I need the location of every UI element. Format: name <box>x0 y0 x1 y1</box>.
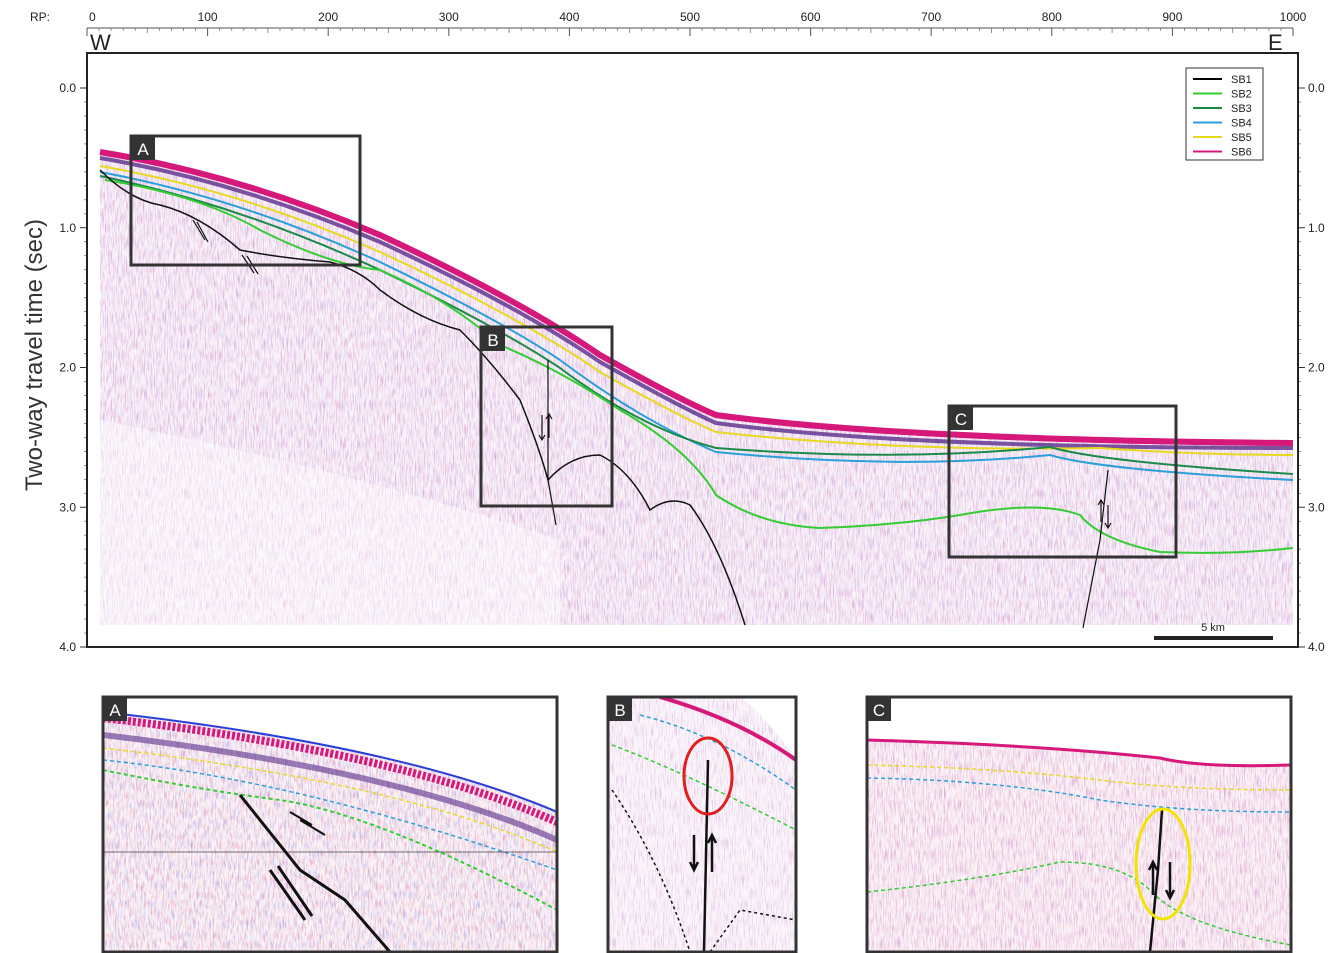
rp-tick-label: 500 <box>680 10 700 24</box>
inset-a-label: A <box>109 701 121 720</box>
rp-tick-label: 800 <box>1042 10 1062 24</box>
scale-bar-label: 5 km <box>1201 622 1225 634</box>
y-tick-label-left: 1.0 <box>59 221 76 235</box>
rp-axis: RP: 0 100 200 300 400 500 600 700 800 900 1000 <box>30 10 1307 36</box>
rp-tick-label: 200 <box>318 10 338 24</box>
horizon-sb2 <box>104 179 1294 554</box>
y-axis-title: Two-way travel time (sec) <box>21 219 48 491</box>
y-tick-label-right: 2.0 <box>1308 361 1325 375</box>
rp-tick-label: 900 <box>1162 10 1182 24</box>
box-c[interactable]: C <box>947 404 1178 559</box>
y-tick-label-right: 1.0 <box>1308 221 1325 235</box>
legend-label: SB5 <box>1231 132 1252 144</box>
rp-tick-label: 400 <box>559 10 579 24</box>
legend-label: SB2 <box>1231 89 1252 101</box>
fault-b <box>547 360 557 526</box>
highlight-ellipse-yellow <box>1134 807 1192 921</box>
legend-label: SB6 <box>1231 147 1252 159</box>
rp-tick-label: 0 <box>89 10 96 24</box>
scale-bar: 5 km <box>1154 622 1273 640</box>
inset-c: C <box>865 695 1293 953</box>
inset-b: B <box>606 695 798 953</box>
horizon-sb3 <box>99 175 1294 475</box>
y-tick-label-right: 4.0 <box>1308 640 1325 654</box>
y-tick-label-left: 0.0 <box>59 81 76 95</box>
y-axis-right: 0.0 1.0 2.0 3.0 4.0 <box>1298 81 1325 654</box>
rp-tick-label: 700 <box>921 10 941 24</box>
horizon-sb6 <box>99 153 1294 446</box>
horizon-sb4 <box>99 171 1294 481</box>
y-tick-label-right: 3.0 <box>1308 500 1325 514</box>
inset-c-label: C <box>873 701 885 720</box>
horizon-sb5 <box>99 165 1294 456</box>
east-label: E <box>1268 30 1283 55</box>
seismic-section: A B C SB1 SB2 SB3 SB4 SB5 SB6 5 km <box>86 52 1299 648</box>
legend-label: SB1 <box>1231 74 1252 86</box>
box-b[interactable]: B <box>479 325 614 508</box>
y-tick-label-left: 3.0 <box>59 500 76 514</box>
highlight-ellipse-red <box>682 736 734 816</box>
rp-tick-label: 100 <box>198 10 218 24</box>
rp-axis-prefix: RP: <box>30 10 50 24</box>
y-tick-label-left: 2.0 <box>59 361 76 375</box>
legend-label: SB4 <box>1231 118 1252 130</box>
rp-tick-label: 1000 <box>1280 10 1307 24</box>
west-label: W <box>90 30 111 55</box>
legend-label: SB3 <box>1231 103 1252 115</box>
y-axis-left: 0.0 1.0 2.0 3.0 4.0 <box>59 81 87 654</box>
seafloor-band <box>99 149 1294 446</box>
legend: SB1 SB2 SB3 SB4 SB5 SB6 <box>1185 67 1264 161</box>
rp-tick-label: 300 <box>439 10 459 24</box>
fault-c <box>1082 469 1109 629</box>
rp-tick-label: 600 <box>801 10 821 24</box>
horizon-sb1 <box>99 169 746 626</box>
box-a-label: A <box>137 140 149 159</box>
box-c-label: C <box>955 410 967 429</box>
box-b-label: B <box>487 331 498 350</box>
inset-b-label: B <box>614 701 625 720</box>
inset-a: A <box>101 695 559 953</box>
y-tick-label-right: 0.0 <box>1308 81 1325 95</box>
y-tick-label-left: 4.0 <box>59 640 76 654</box>
box-a[interactable]: A <box>129 134 362 267</box>
